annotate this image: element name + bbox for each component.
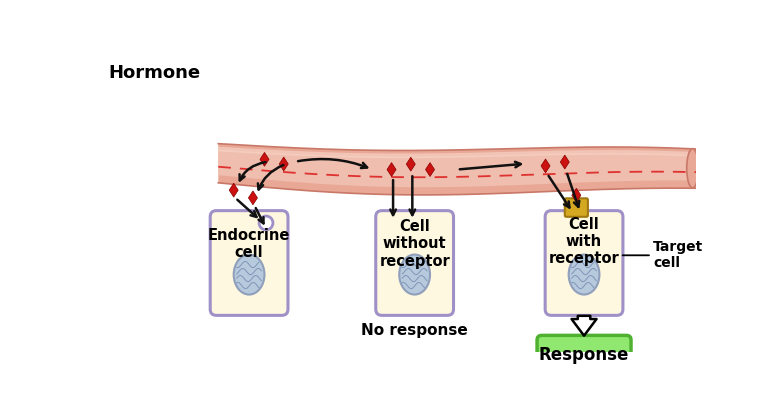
Polygon shape	[387, 163, 396, 177]
Ellipse shape	[687, 149, 698, 188]
Ellipse shape	[234, 254, 265, 295]
Ellipse shape	[399, 254, 430, 295]
Polygon shape	[218, 147, 697, 158]
FancyBboxPatch shape	[537, 335, 631, 375]
FancyBboxPatch shape	[565, 198, 588, 217]
Text: Endocrine
cell: Endocrine cell	[208, 228, 290, 260]
FancyBboxPatch shape	[210, 211, 288, 315]
FancyBboxPatch shape	[376, 211, 453, 315]
FancyBboxPatch shape	[546, 211, 623, 315]
Text: Cell
with
receptor: Cell with receptor	[549, 216, 619, 266]
Ellipse shape	[569, 254, 599, 295]
Polygon shape	[279, 157, 288, 171]
Text: Target
cell: Target cell	[653, 240, 704, 271]
Text: Hormone: Hormone	[108, 64, 200, 82]
Polygon shape	[218, 144, 697, 195]
Polygon shape	[248, 191, 258, 205]
Circle shape	[259, 216, 273, 230]
Polygon shape	[229, 183, 238, 197]
Polygon shape	[572, 188, 581, 202]
Polygon shape	[407, 157, 415, 171]
FancyArrowPatch shape	[572, 316, 597, 336]
Text: No response: No response	[362, 323, 468, 338]
Polygon shape	[425, 163, 435, 177]
Text: Cell
without
receptor: Cell without receptor	[379, 219, 450, 269]
Polygon shape	[260, 152, 269, 166]
Polygon shape	[541, 159, 550, 173]
Polygon shape	[560, 155, 570, 169]
Text: Response: Response	[539, 346, 629, 365]
Polygon shape	[218, 150, 697, 187]
